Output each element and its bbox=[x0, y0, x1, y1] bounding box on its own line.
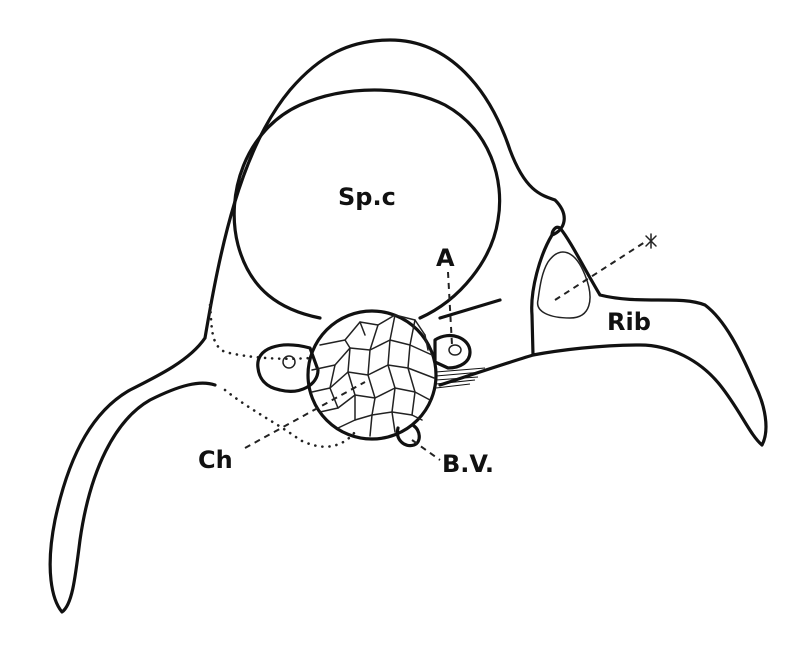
bv-body bbox=[395, 424, 421, 448]
nerve-fibers bbox=[435, 367, 486, 389]
label-bv: B.V. bbox=[442, 450, 494, 478]
leader-asterisk bbox=[554, 241, 646, 301]
right-vessel-lumen bbox=[448, 344, 462, 356]
leader-bv bbox=[411, 439, 441, 461]
notochord-outline bbox=[306, 309, 438, 441]
dotted-boundary-lower bbox=[223, 388, 357, 449]
left-vessel-body bbox=[256, 343, 320, 393]
notochord-cells bbox=[311, 314, 435, 437]
leader-a bbox=[447, 271, 453, 346]
spinal-canal-outline bbox=[232, 88, 502, 320]
asterisk-mark bbox=[645, 233, 657, 249]
label-rib: Rib bbox=[607, 308, 651, 336]
dotted-boundary-upper bbox=[208, 303, 312, 361]
rib-lower-edge bbox=[438, 353, 535, 387]
label-spinal-canal: Sp.c bbox=[338, 183, 396, 211]
vertebral-arch-outline bbox=[48, 38, 566, 614]
facet-outline bbox=[536, 251, 591, 319]
left-vessel-lumen bbox=[282, 355, 296, 369]
label-ch: Ch bbox=[198, 446, 233, 474]
leader-ch bbox=[244, 381, 366, 449]
label-a: A bbox=[436, 244, 455, 272]
right-vessel-body bbox=[433, 334, 472, 370]
rib-outline bbox=[530, 225, 768, 447]
